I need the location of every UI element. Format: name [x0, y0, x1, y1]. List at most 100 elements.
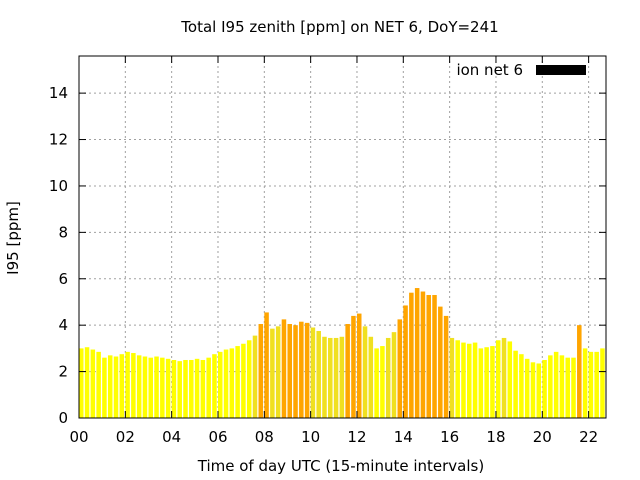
bar [484, 347, 489, 418]
legend-swatch [536, 65, 586, 75]
bar [600, 348, 605, 418]
bar [553, 351, 559, 418]
bar [339, 336, 345, 418]
x-tick-label: 10 [301, 428, 320, 446]
bar [119, 354, 125, 418]
bar [131, 353, 136, 418]
bar [594, 351, 599, 418]
bar [588, 351, 594, 418]
bars [79, 288, 605, 418]
chart-title: Total I95 zenith [ppm] on NET 6, DoY=241 [180, 18, 498, 36]
bar [252, 335, 258, 418]
x-tick-label: 04 [162, 428, 181, 446]
bar [455, 340, 460, 418]
bar [391, 332, 397, 418]
legend-label: ion net 6 [456, 61, 523, 79]
bar [542, 359, 547, 418]
y-axis-label: I95 [ppm] [4, 201, 22, 275]
bar [356, 313, 362, 418]
x-tick-label: 02 [116, 428, 135, 446]
bar [403, 305, 408, 418]
y-tick-label: 6 [58, 270, 68, 288]
x-tick-label: 08 [255, 428, 274, 446]
bar [293, 325, 298, 418]
bar [374, 348, 379, 418]
bar [582, 348, 588, 418]
x-tick-label: 12 [347, 428, 366, 446]
x-tick-label: 06 [208, 428, 227, 446]
bar [333, 337, 339, 418]
bar [409, 292, 414, 418]
x-tick-label: 20 [533, 428, 552, 446]
bar [275, 326, 281, 418]
bar [264, 312, 269, 418]
bar [385, 337, 391, 418]
bar [102, 357, 107, 418]
bar [397, 319, 403, 418]
y-tick-label: 10 [49, 177, 68, 195]
bar [107, 355, 113, 418]
bar [212, 354, 217, 418]
bar [177, 361, 182, 418]
bar [287, 324, 293, 418]
bar [577, 325, 582, 418]
plot-frame [78, 55, 607, 419]
bar [414, 288, 420, 418]
bar [217, 351, 223, 418]
y-tick-label: 8 [58, 223, 68, 241]
bar [565, 357, 570, 418]
bar [299, 321, 304, 418]
bar [189, 359, 194, 418]
bar [229, 348, 235, 418]
bar [368, 336, 374, 418]
bar [160, 357, 165, 418]
bar [559, 355, 565, 418]
bar [258, 324, 264, 418]
bar [136, 355, 142, 418]
x-tick-label: 16 [440, 428, 459, 446]
bar [316, 330, 321, 418]
bar [507, 341, 513, 418]
bar [524, 358, 530, 418]
bar [461, 342, 466, 418]
y-tick-label: 2 [58, 363, 68, 381]
bar [380, 346, 385, 418]
bar [200, 359, 206, 418]
bar [513, 350, 518, 418]
bar [322, 336, 327, 418]
y-tick-label: 0 [58, 409, 68, 427]
y-tick-label: 14 [49, 84, 68, 102]
bar [183, 359, 188, 418]
bar [304, 322, 310, 418]
legend: ion net 6 [456, 61, 586, 79]
bar [571, 357, 576, 418]
bar [235, 346, 240, 418]
bar [362, 326, 368, 418]
y-tick-label: 4 [58, 316, 68, 334]
bar [270, 328, 275, 418]
bar [206, 357, 211, 418]
bar [246, 340, 252, 418]
bar [519, 354, 524, 418]
bar [472, 342, 478, 418]
bar [443, 315, 449, 418]
bar [490, 346, 495, 418]
bar [420, 291, 426, 418]
x-axis-label: Time of day UTC (15-minute intervals) [197, 457, 484, 475]
x-tick-label: 22 [579, 428, 598, 446]
bar [148, 357, 154, 418]
bar [328, 337, 333, 418]
bar [467, 343, 472, 418]
bar [125, 351, 130, 418]
bar [432, 295, 437, 418]
bar [171, 359, 177, 418]
bar [241, 343, 246, 418]
bar [536, 363, 542, 418]
bar [426, 295, 431, 418]
bar [438, 306, 443, 418]
x-tick-label: 00 [69, 428, 88, 446]
bar [449, 337, 455, 418]
bar [310, 327, 316, 418]
